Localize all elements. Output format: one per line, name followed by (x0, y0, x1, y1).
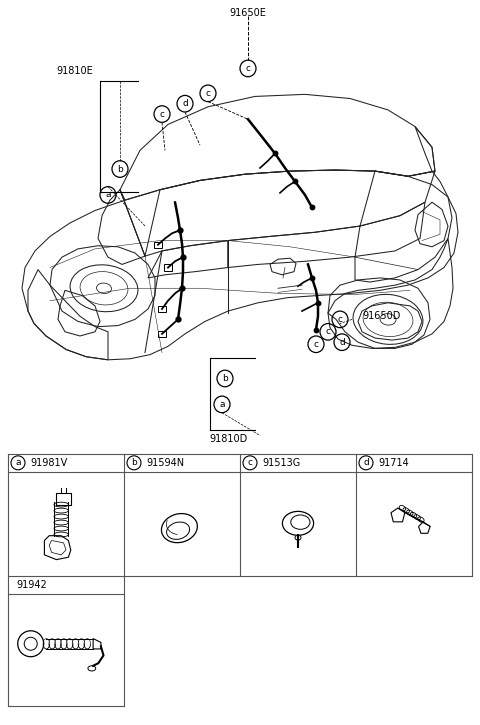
Text: 91942: 91942 (16, 581, 47, 590)
Text: 91810D: 91810D (209, 434, 247, 444)
Text: a: a (105, 191, 111, 199)
Bar (154, 241, 162, 248)
Text: c: c (325, 327, 331, 336)
Bar (164, 265, 172, 270)
Text: d: d (182, 99, 188, 108)
Text: 91650E: 91650E (229, 8, 266, 18)
Text: 91513G: 91513G (262, 457, 300, 468)
Text: b: b (131, 458, 137, 468)
Text: a: a (219, 400, 225, 409)
Text: c: c (205, 89, 211, 98)
Ellipse shape (295, 535, 301, 540)
Text: c: c (159, 109, 165, 119)
Text: c: c (313, 340, 319, 349)
Text: 91594N: 91594N (146, 457, 184, 468)
Text: a: a (15, 458, 21, 468)
Text: d: d (363, 458, 369, 468)
Text: 91650D: 91650D (362, 311, 400, 321)
Text: 91981V: 91981V (30, 457, 67, 468)
Text: c: c (248, 458, 252, 468)
Text: c: c (337, 315, 343, 324)
Text: c: c (245, 64, 251, 73)
Bar (57, 492, 71, 505)
Text: b: b (222, 374, 228, 383)
Bar (158, 331, 166, 337)
Text: 91714: 91714 (378, 457, 409, 468)
Text: b: b (117, 165, 123, 173)
Bar (158, 306, 166, 312)
Text: 91810E: 91810E (57, 65, 94, 75)
Text: d: d (339, 338, 345, 347)
